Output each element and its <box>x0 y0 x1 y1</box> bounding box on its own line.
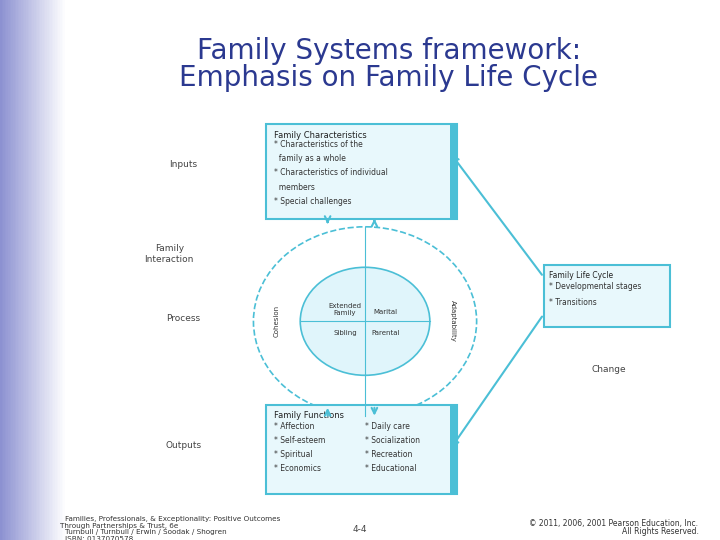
Text: Families, Professionals, & Exceptionality: Positive Outcomes: Families, Professionals, & Exceptionalit… <box>65 516 280 523</box>
Text: © 2011, 2006, 2001 Pearson Education, Inc.: © 2011, 2006, 2001 Pearson Education, In… <box>529 519 698 528</box>
Text: * Special challenges: * Special challenges <box>274 197 351 206</box>
Bar <box>8 0 9 540</box>
Text: Outputs: Outputs <box>166 441 202 450</box>
FancyBboxPatch shape <box>266 405 457 494</box>
Bar <box>18 0 19 540</box>
Text: Adaptability: Adaptability <box>450 300 456 342</box>
Bar <box>16 0 18 540</box>
Bar <box>450 124 457 219</box>
Text: Family Functions: Family Functions <box>274 411 343 421</box>
Bar <box>37 0 39 540</box>
Bar <box>31 0 32 540</box>
Bar <box>24 0 26 540</box>
Bar <box>52 0 53 540</box>
Text: Family Life Cycle: Family Life Cycle <box>549 271 613 280</box>
Bar <box>32 0 34 540</box>
Text: * Transitions: * Transitions <box>549 298 597 307</box>
Bar <box>12 0 13 540</box>
Text: * Affection: * Affection <box>274 422 314 431</box>
Text: * Socialization: * Socialization <box>365 436 420 446</box>
Bar <box>61 0 63 540</box>
Text: Cohesion: Cohesion <box>274 305 280 338</box>
Text: Change: Change <box>591 366 626 374</box>
Bar <box>42 0 44 540</box>
Bar <box>5 0 6 540</box>
Bar <box>34 0 36 540</box>
FancyBboxPatch shape <box>266 124 457 219</box>
Text: * Self-esteem: * Self-esteem <box>274 436 325 446</box>
Text: * Economics: * Economics <box>274 464 320 474</box>
Bar <box>36 0 37 540</box>
Text: * Characteristics of the: * Characteristics of the <box>274 140 362 150</box>
Bar <box>13 0 14 540</box>
Bar <box>60 0 62 540</box>
Text: Family
Interaction: Family Interaction <box>145 244 194 264</box>
Bar <box>55 0 57 540</box>
Text: Turnbull / Turnbull / Erwin / Soodak / Shogren: Turnbull / Turnbull / Erwin / Soodak / S… <box>65 529 226 536</box>
Text: members: members <box>274 183 315 192</box>
Bar <box>40 0 42 540</box>
Text: Inputs: Inputs <box>169 160 198 169</box>
FancyBboxPatch shape <box>544 265 670 327</box>
Text: * Recreation: * Recreation <box>365 450 413 460</box>
Bar <box>23 0 24 540</box>
Bar <box>29 0 31 540</box>
Bar <box>50 0 52 540</box>
Text: Family Characteristics: Family Characteristics <box>274 131 366 140</box>
Text: Extended
Family: Extended Family <box>328 303 361 316</box>
Bar <box>26 0 27 540</box>
Bar <box>53 0 55 540</box>
Bar <box>10 0 12 540</box>
Bar <box>14 0 16 540</box>
Bar <box>1 0 3 540</box>
Bar <box>6 0 8 540</box>
Text: Marital: Marital <box>373 308 397 315</box>
Bar <box>44 0 45 540</box>
Bar <box>39 0 40 540</box>
Bar <box>58 0 60 540</box>
Bar <box>3 0 5 540</box>
Text: * Characteristics of individual: * Characteristics of individual <box>274 168 387 178</box>
Bar <box>47 0 49 540</box>
Text: All Rights Reserved.: All Rights Reserved. <box>621 528 698 536</box>
Text: * Developmental stages: * Developmental stages <box>549 282 642 291</box>
Bar <box>49 0 50 540</box>
Text: 4-4: 4-4 <box>353 525 367 534</box>
Bar <box>19 0 21 540</box>
Text: Through Partnerships & Trust, 6e: Through Partnerships & Trust, 6e <box>60 523 178 529</box>
Text: * Spiritual: * Spiritual <box>274 450 312 460</box>
Bar <box>450 405 457 494</box>
Text: * Daily care: * Daily care <box>365 422 410 431</box>
Text: Family Systems framework:: Family Systems framework: <box>197 37 581 65</box>
Bar <box>57 0 58 540</box>
Bar <box>0 0 1 540</box>
Text: Parental: Parental <box>371 330 400 336</box>
Ellipse shape <box>300 267 430 375</box>
Bar <box>21 0 23 540</box>
Text: Emphasis on Family Life Cycle: Emphasis on Family Life Cycle <box>179 64 598 92</box>
Bar <box>63 0 65 540</box>
Text: Sibling: Sibling <box>333 330 356 336</box>
Bar <box>45 0 47 540</box>
Text: * Educational: * Educational <box>365 464 417 474</box>
Text: ISBN: 0137070578: ISBN: 0137070578 <box>65 536 133 540</box>
Text: Process: Process <box>166 314 201 323</box>
Bar <box>27 0 29 540</box>
Text: family as a whole: family as a whole <box>274 154 346 164</box>
